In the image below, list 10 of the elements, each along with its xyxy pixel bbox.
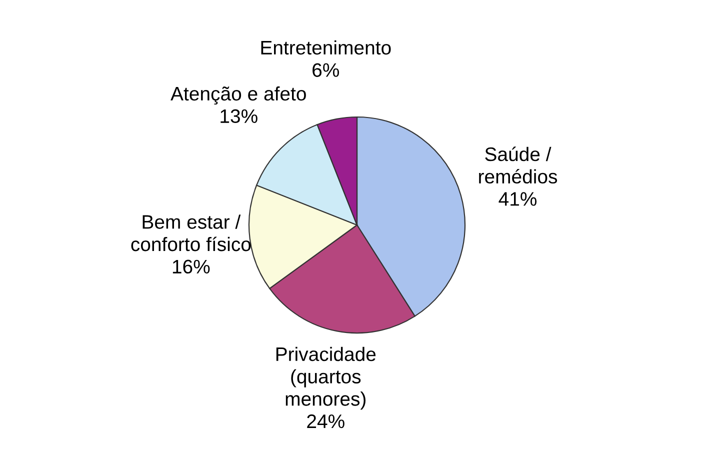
slice-label: Saúde / remédios (479, 146, 558, 184)
slice-label: Entretenimento (261, 40, 391, 55)
slice-label: Privacidade (quartos menores) (276, 346, 376, 410)
data-label: 41% (498, 192, 537, 206)
data-label: 6% (312, 63, 339, 77)
slice-label: Bem estar / conforto físico (131, 214, 251, 252)
data-label: 13% (220, 109, 258, 124)
data-label: 24% (307, 414, 344, 428)
data-label: 16% (172, 260, 210, 274)
slice-label: Atenção e afeto (170, 86, 306, 105)
